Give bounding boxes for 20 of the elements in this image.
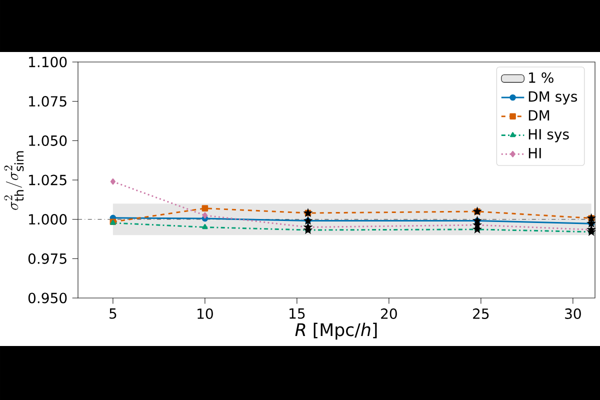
y-tick-label: 0.950 <box>28 292 67 304</box>
y-tick-label: 1.100 <box>29 56 67 68</box>
x-tick-label: 30 <box>565 308 581 319</box>
legend-label: DM <box>528 110 550 120</box>
y-tick-label: 1.000 <box>29 214 67 225</box>
x-tick-label: 25 <box>473 308 489 319</box>
y-tick-label: 1.050 <box>29 135 67 146</box>
x-tick-label: 10 <box>198 308 213 319</box>
y-tick-label: 1.025 <box>29 174 66 186</box>
x-tick-label: 15 <box>290 308 305 319</box>
x-axis-title: R [Mpc/h] <box>295 322 377 340</box>
legend-label: DM sys <box>528 91 578 104</box>
legend-label: 1 % <box>529 72 554 83</box>
y-tick-label: 0.975 <box>28 253 66 264</box>
x-tick-label: 20 <box>381 308 397 319</box>
y-axis-title: $\sigma^2_{\rm th}/\sigma^2_{\rm sim}$ <box>4 151 24 210</box>
legend-label: HI sys <box>528 129 569 142</box>
y-tick-label: 1.075 <box>29 96 66 107</box>
x-tick-label: 5 <box>110 308 116 319</box>
legend-label: HI <box>528 148 541 158</box>
